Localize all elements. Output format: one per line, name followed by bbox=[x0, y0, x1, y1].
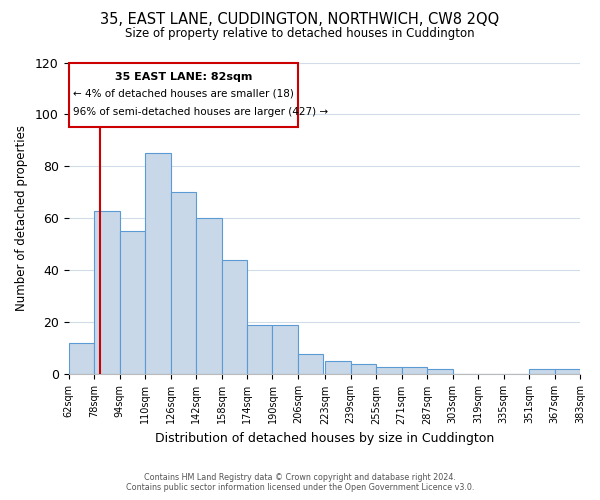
Bar bbox=[94, 210, 119, 374]
Text: 96% of semi-detached houses are larger (427) →: 96% of semi-detached houses are larger (… bbox=[73, 106, 328, 117]
Y-axis label: Number of detached properties: Number of detached properties bbox=[15, 126, 28, 312]
X-axis label: Distribution of detached houses by size in Cuddington: Distribution of detached houses by size … bbox=[155, 432, 494, 445]
Bar bbox=[196, 218, 221, 374]
Bar bbox=[68, 62, 298, 128]
Text: Contains HM Land Registry data © Crown copyright and database right 2024.
Contai: Contains HM Land Registry data © Crown c… bbox=[126, 473, 474, 492]
Bar bbox=[272, 325, 298, 374]
Bar bbox=[427, 369, 452, 374]
Text: ← 4% of detached houses are smaller (18): ← 4% of detached houses are smaller (18) bbox=[73, 88, 294, 99]
Bar bbox=[401, 366, 427, 374]
Bar bbox=[221, 260, 247, 374]
Bar bbox=[325, 362, 350, 374]
Bar bbox=[298, 354, 323, 374]
Bar bbox=[554, 369, 580, 374]
Text: 35 EAST LANE: 82sqm: 35 EAST LANE: 82sqm bbox=[115, 72, 252, 82]
Text: Size of property relative to detached houses in Cuddington: Size of property relative to detached ho… bbox=[125, 28, 475, 40]
Bar bbox=[119, 232, 145, 374]
Bar bbox=[350, 364, 376, 374]
Bar bbox=[170, 192, 196, 374]
Bar bbox=[247, 325, 272, 374]
Bar bbox=[529, 369, 554, 374]
Bar bbox=[68, 344, 94, 374]
Text: 35, EAST LANE, CUDDINGTON, NORTHWICH, CW8 2QQ: 35, EAST LANE, CUDDINGTON, NORTHWICH, CW… bbox=[100, 12, 500, 28]
Bar bbox=[376, 366, 401, 374]
Bar bbox=[145, 154, 170, 374]
